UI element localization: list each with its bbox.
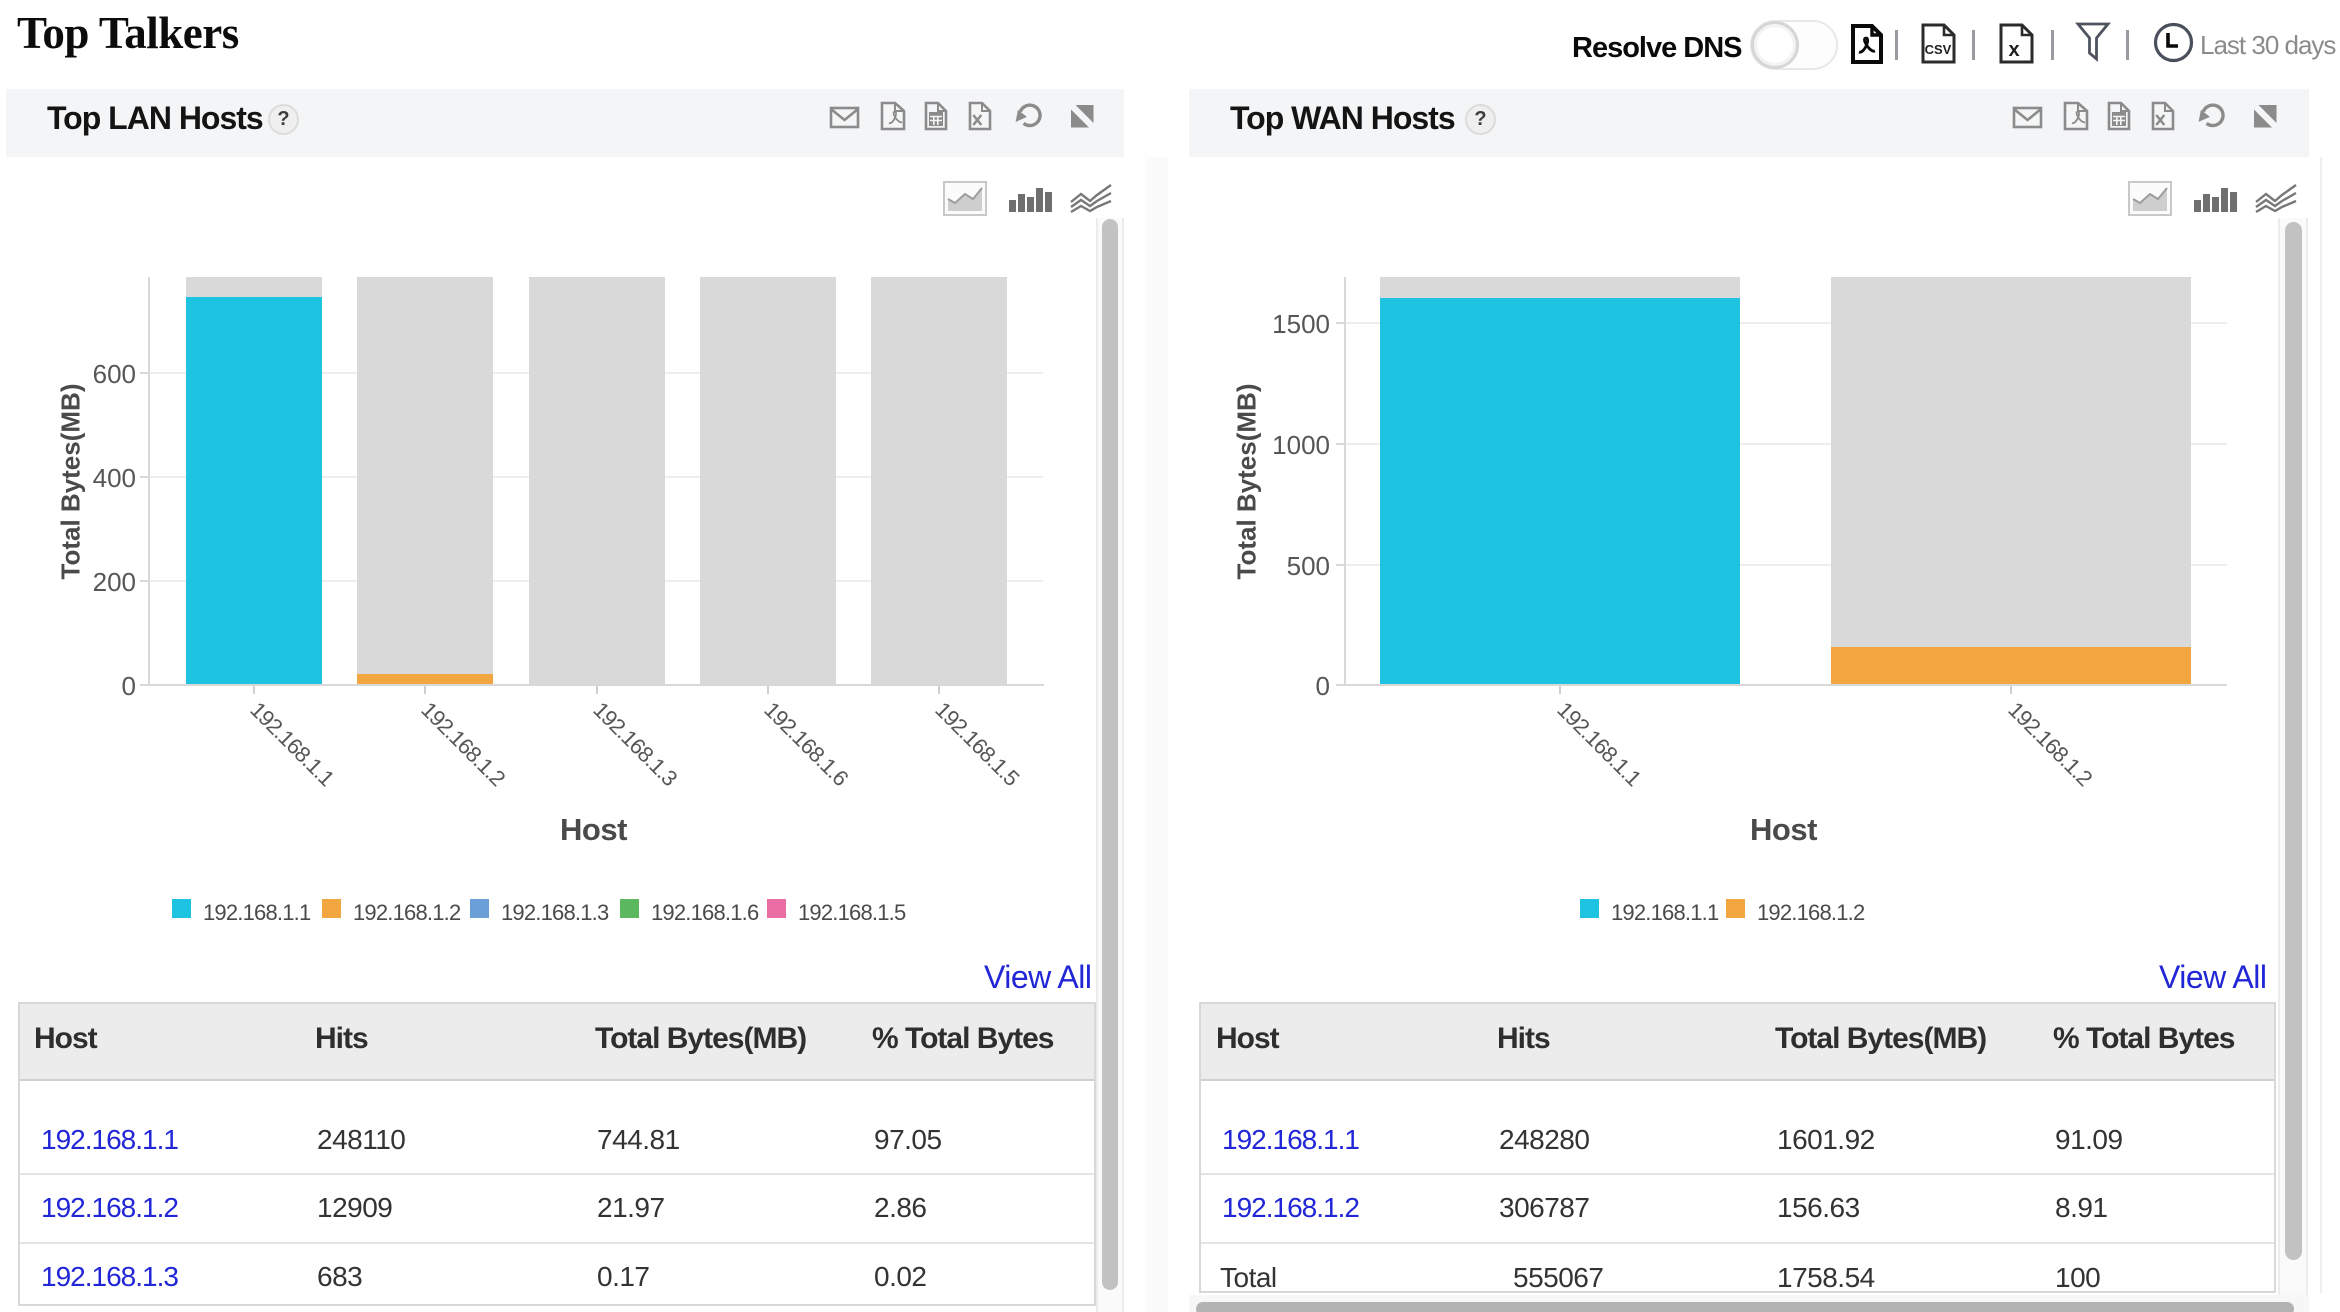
svg-text:CSV: CSV [1925, 42, 1952, 57]
svg-text:x: x [2008, 39, 2019, 61]
